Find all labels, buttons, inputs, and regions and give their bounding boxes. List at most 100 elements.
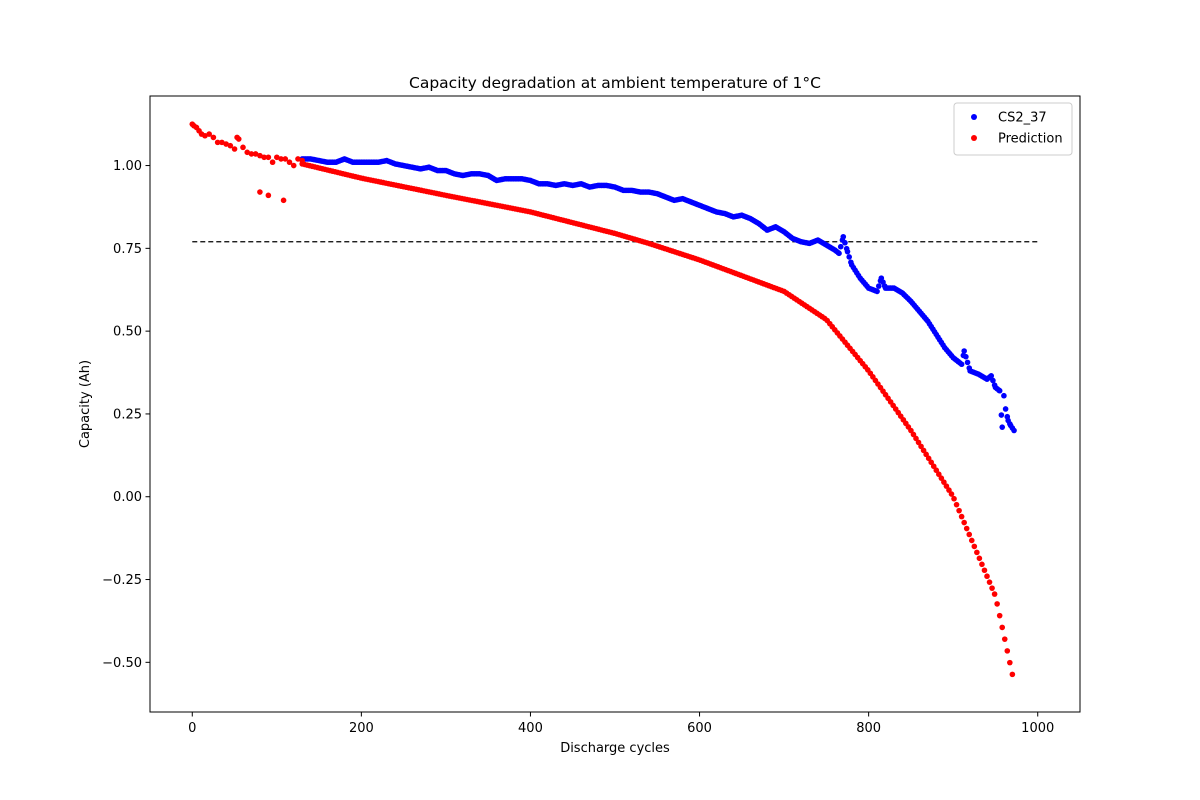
prediction-point — [958, 513, 965, 520]
prediction-point — [999, 624, 1006, 631]
cs2-37-point — [835, 249, 841, 256]
prediction-point — [210, 134, 217, 141]
prediction-point — [951, 495, 957, 502]
cs2-37-point — [987, 373, 994, 380]
prediction-point — [908, 427, 914, 434]
axes: 0 200 400 600 800 1000 −0.50 −0.25 0.00 0.25 0.50 0… — [102, 95, 1081, 736]
prediction-point — [286, 159, 293, 166]
cs2-37-point — [923, 316, 929, 323]
prediction-point — [918, 443, 924, 450]
prediction-point — [1004, 648, 1011, 654]
prediction-point — [936, 471, 942, 478]
y-tick-label: 0.75 — [113, 242, 142, 257]
prediction-point — [280, 197, 287, 204]
prediction-point — [979, 561, 985, 568]
prediction-point — [244, 149, 251, 156]
prediction-point — [1007, 659, 1013, 666]
prediction-point — [971, 543, 978, 550]
cs2-37-point — [843, 245, 850, 252]
prediction-point — [223, 141, 229, 147]
cs2-37-point — [1009, 425, 1016, 431]
legend-marker-cs2-37 — [971, 114, 977, 120]
prediction-point — [248, 151, 255, 157]
legend-label-cs2-37: CS2_37 — [998, 111, 1047, 126]
cs2-37-point — [963, 353, 969, 360]
prediction-point — [941, 479, 947, 485]
prediction-point — [966, 531, 973, 538]
prediction-point — [946, 487, 952, 493]
prediction-point — [986, 579, 993, 585]
prediction-point — [943, 483, 950, 489]
cs2-37-point — [837, 243, 844, 250]
y-axis-title: Capacity (Ah) — [78, 360, 93, 448]
prediction-point — [252, 151, 259, 157]
y-tick-label: 1.00 — [113, 159, 142, 174]
y-tick-label: 0.25 — [113, 407, 142, 422]
prediction-point — [269, 159, 276, 166]
prediction-point — [231, 146, 238, 152]
prediction-point — [994, 601, 1000, 607]
prediction-point — [274, 154, 280, 161]
cs2-37-point — [875, 283, 882, 289]
cs2-37-point — [1007, 421, 1013, 427]
cs2-37-point — [940, 342, 946, 348]
cs2-37-point — [1002, 406, 1009, 412]
x-tick-label: 1000 — [1021, 721, 1054, 736]
prediction-point — [202, 132, 208, 139]
prediction-point — [923, 451, 929, 458]
cs2-37-point — [957, 360, 963, 366]
prediction-point — [989, 585, 995, 591]
x-tick-label: 600 — [687, 721, 712, 736]
prediction-point — [920, 447, 927, 454]
prediction-point — [956, 507, 962, 514]
prediction-point — [938, 475, 945, 481]
prediction-point — [240, 144, 246, 151]
legend-box — [953, 102, 1073, 156]
prediction-point — [963, 525, 970, 532]
prediction-point — [295, 156, 301, 162]
cs2-37-point — [999, 424, 1006, 430]
x-tick-label: 200 — [349, 721, 374, 736]
y-tick-label: 0.00 — [113, 490, 142, 505]
prediction-point — [282, 156, 289, 162]
cs2-37-point — [914, 306, 921, 313]
prediction-point — [961, 519, 967, 526]
prediction-point — [984, 573, 990, 580]
prediction-point — [910, 431, 917, 438]
prediction-point — [913, 435, 919, 442]
x-tick-label: 800 — [856, 721, 881, 736]
cs2-37-point — [1001, 392, 1007, 399]
prediction-point — [915, 439, 922, 446]
cs2-37-point — [996, 387, 1002, 393]
plot-area — [189, 121, 1038, 678]
y-tick-label: −0.25 — [102, 573, 142, 588]
chart-title: Capacity degradation at ambient temperat… — [409, 74, 821, 92]
prediction-point — [265, 192, 272, 199]
prediction-point — [928, 459, 934, 466]
plot-frame — [149, 95, 1081, 713]
prediction-point — [933, 467, 940, 474]
cs2-37-point — [846, 254, 852, 260]
prediction-point — [1001, 636, 1008, 642]
prediction-point — [948, 491, 955, 497]
y-tick-label: −0.50 — [102, 656, 142, 671]
cs2-37-point — [998, 412, 1005, 418]
prediction-point — [976, 555, 983, 562]
cs2-37-point — [961, 348, 967, 354]
prediction-point — [953, 501, 960, 508]
cs2-37-point — [964, 359, 971, 366]
x-tick-label: 400 — [518, 721, 543, 736]
prediction-point — [214, 139, 221, 146]
cs2-37-point — [848, 259, 854, 266]
prediction-point — [219, 139, 225, 146]
cs2-37-point — [1004, 413, 1011, 420]
legend-marker-prediction — [971, 135, 977, 141]
legend: CS2_37 Prediction — [953, 102, 1073, 156]
prediction-point — [257, 152, 263, 159]
prediction-point — [206, 131, 212, 137]
cs2-37-point — [855, 272, 862, 279]
prediction-point — [974, 549, 980, 556]
prediction-point — [981, 567, 988, 574]
